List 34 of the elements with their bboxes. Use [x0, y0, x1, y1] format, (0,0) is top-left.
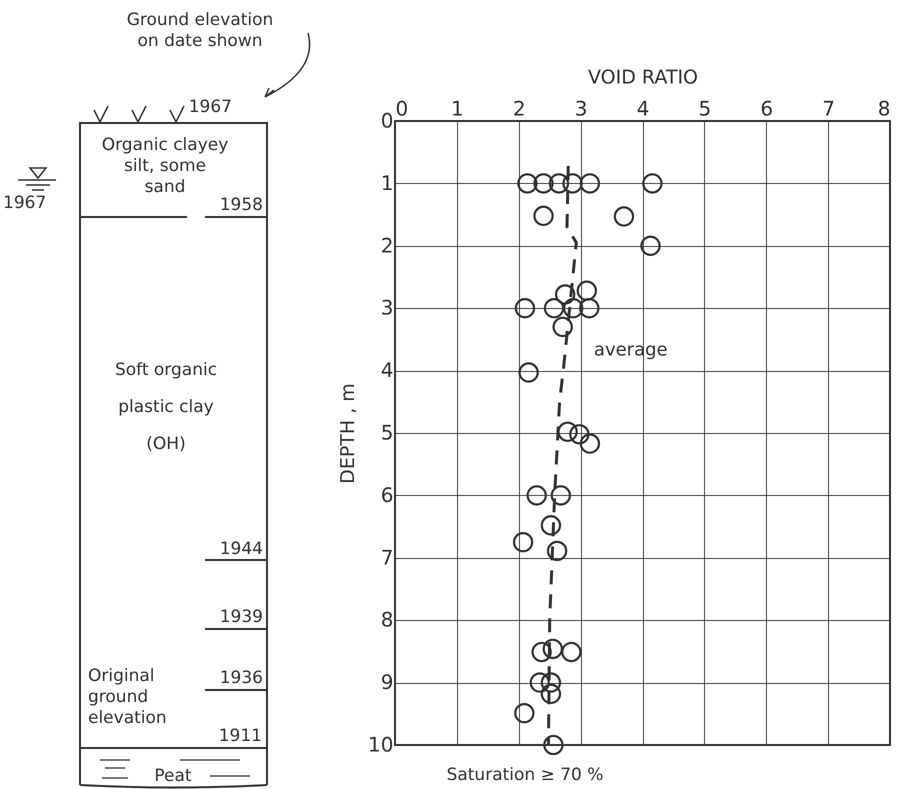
text: 1911 [218, 726, 262, 746]
x-tick-label: 1 [451, 96, 464, 120]
y-axis-title: DEPTH , m [337, 383, 360, 484]
x-tick-label: 6 [760, 96, 774, 120]
x-tick-label: 2 [512, 96, 526, 120]
text: 1967 [188, 97, 232, 117]
x-tick-label: 4 [636, 96, 650, 120]
text: Soft organic plastic clay (OH) [114, 360, 218, 454]
y-tick-label: 1 [380, 170, 394, 195]
y-tick-label: 10 [368, 732, 394, 756]
text: Original ground elevation [88, 666, 167, 728]
text: 1967 [3, 193, 46, 213]
text: 1944 [220, 539, 263, 559]
x-tick-label: 8 [878, 96, 890, 120]
x-tick-label: 7 [822, 96, 835, 120]
text: Ground elevation on date shown [126, 10, 274, 51]
text: 1939 [220, 607, 263, 627]
y-tick-label: 2 [380, 233, 394, 258]
x-tick-label: 5 [698, 96, 712, 120]
text: Peat [154, 766, 192, 786]
text: 1936 [220, 668, 263, 688]
x-tick-label: 0 [396, 96, 408, 120]
y-tick-label: 5 [380, 420, 394, 444]
y-tick-label: 8 [380, 608, 394, 632]
text: Organic clayey silt, some sand [102, 135, 228, 197]
y-tick-label: 6 [380, 482, 394, 507]
y-tick-label: 7 [380, 545, 394, 570]
text: 1958 [220, 195, 263, 215]
x-axis-title: VOID RATIO [588, 66, 698, 88]
y-tick-label: 9 [380, 670, 394, 694]
x-tick-label: 3 [574, 96, 588, 120]
text: Saturation ≥ 70 % [446, 765, 604, 785]
y-tick-label: 3 [380, 296, 394, 320]
y-tick-label: 4 [380, 358, 394, 382]
